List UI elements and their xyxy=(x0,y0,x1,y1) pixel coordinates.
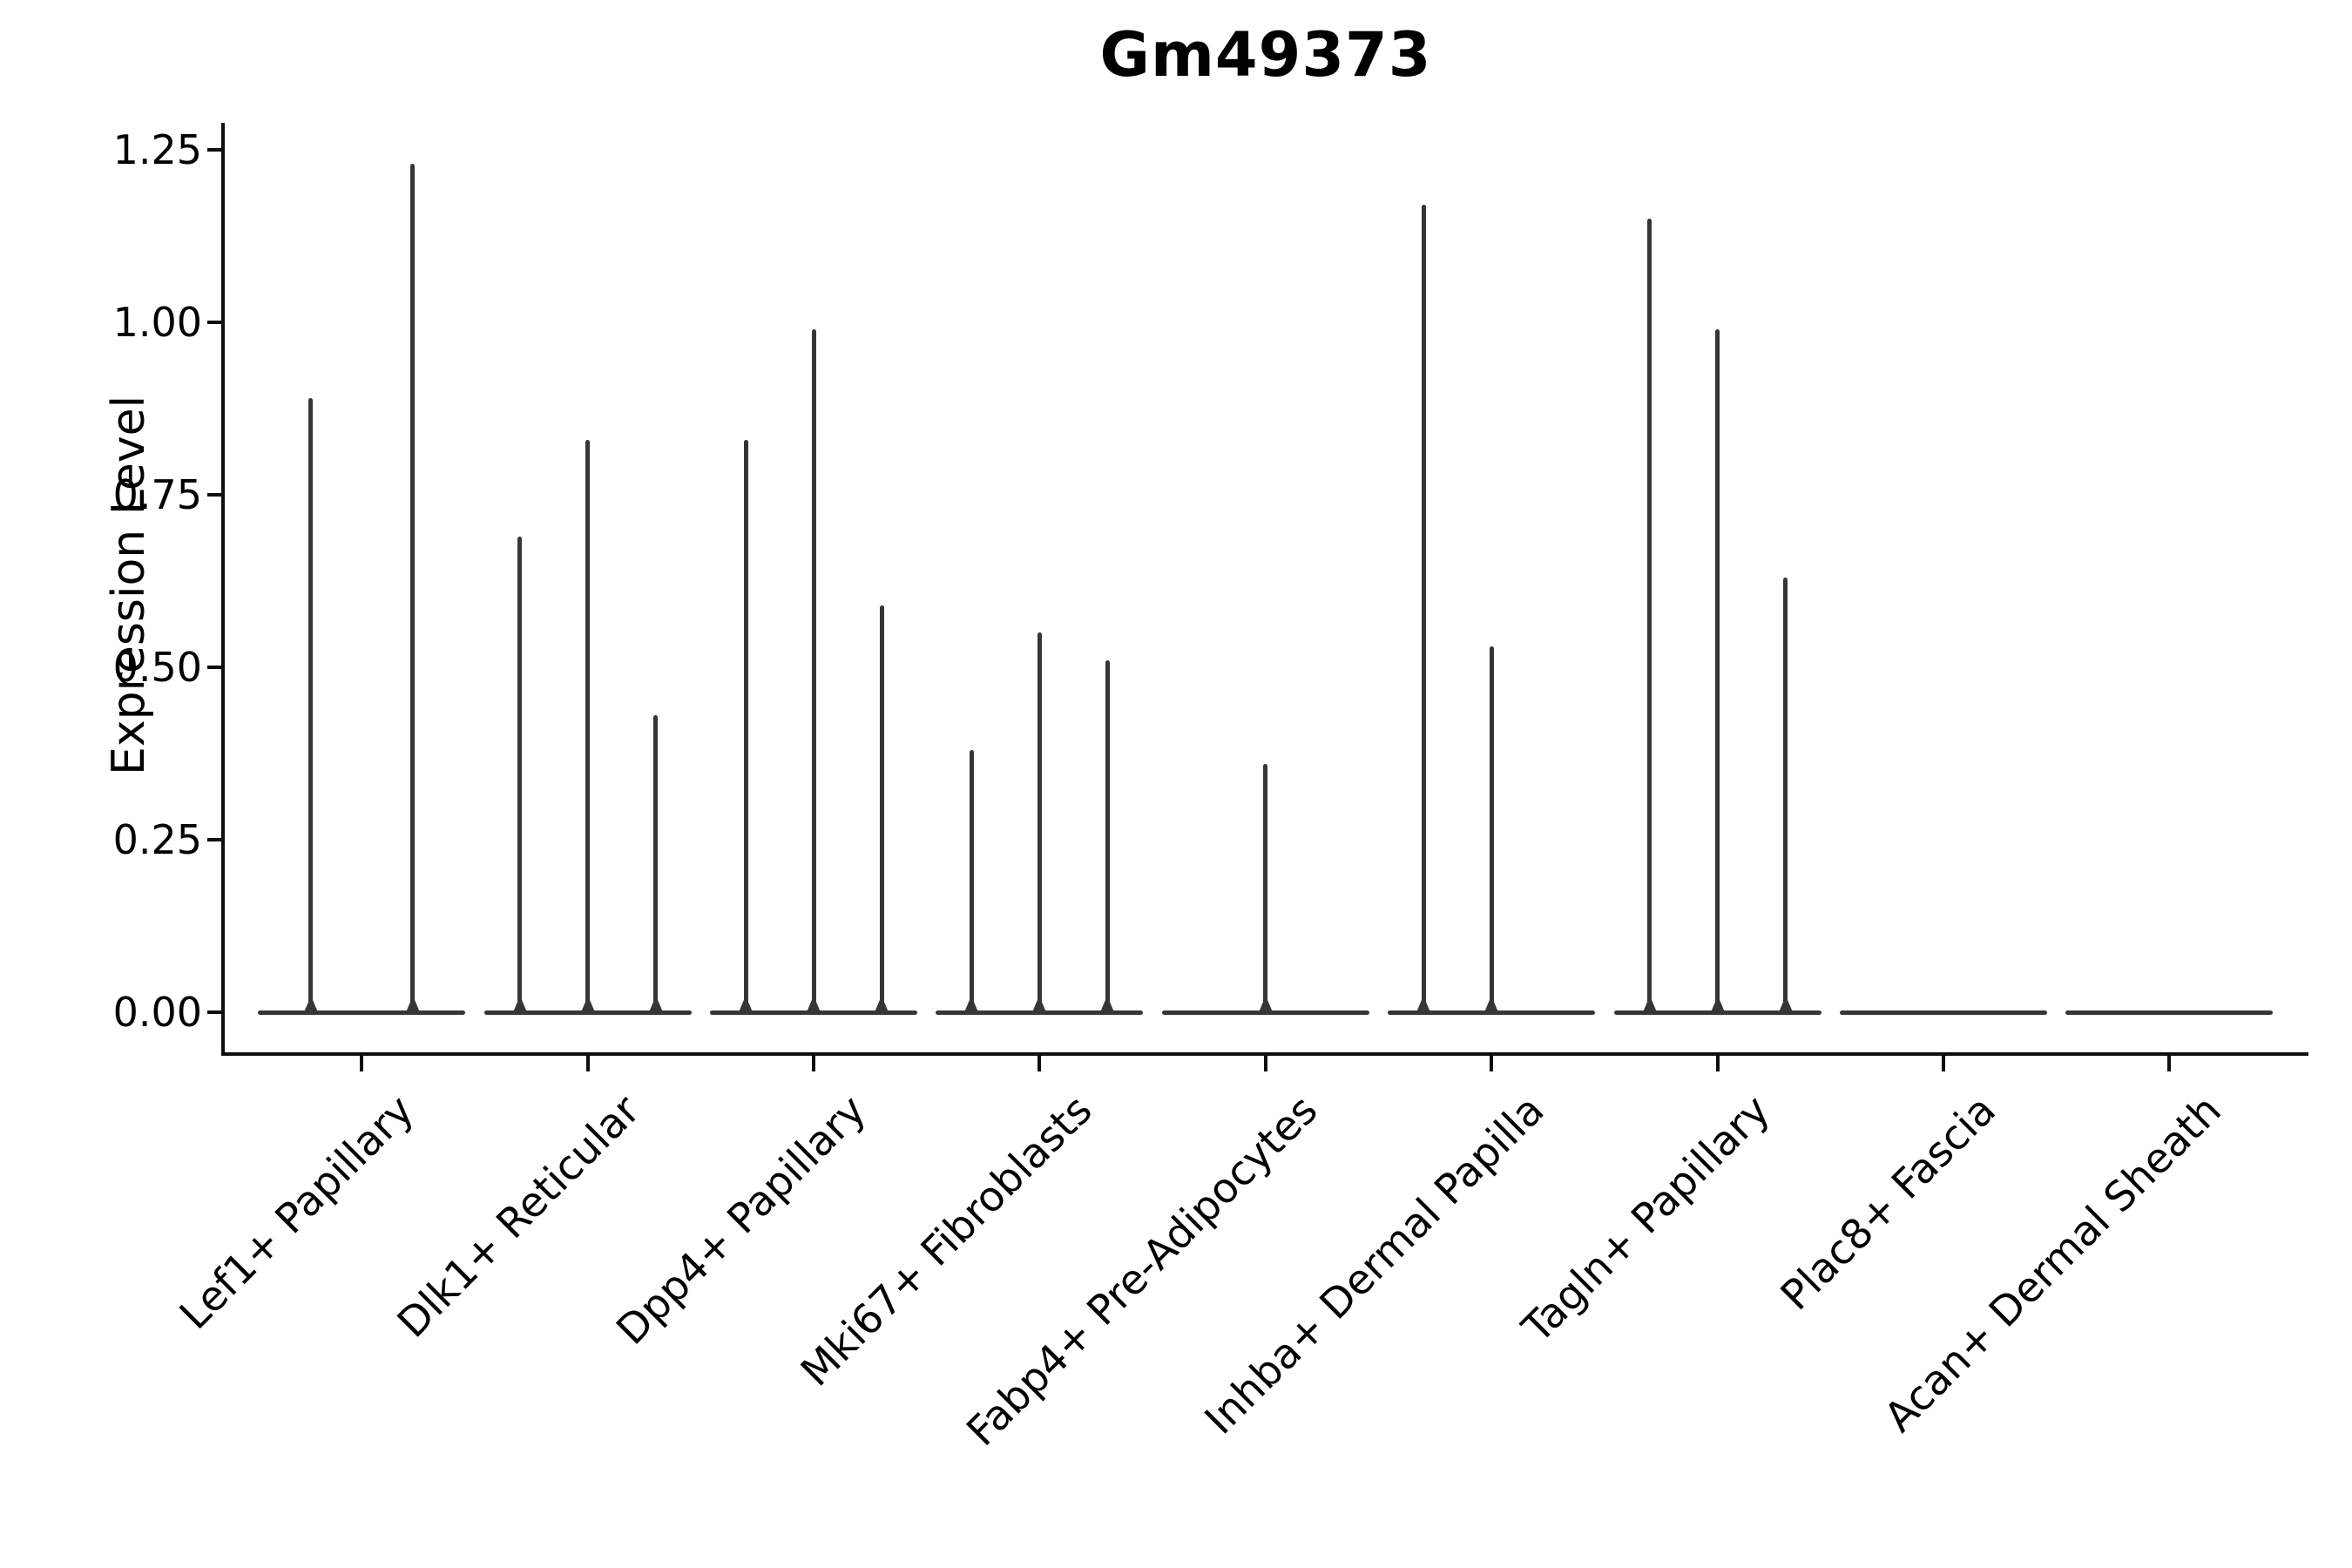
y-tick-label: 0.00 xyxy=(112,989,202,1036)
x-tick-mark xyxy=(1715,1056,1720,1071)
x-tick-label: Tagln+ Papillary xyxy=(1513,1086,1780,1353)
violin-spike xyxy=(811,328,816,1014)
violin-spike xyxy=(653,715,659,1014)
violin-spike xyxy=(410,163,416,1014)
x-tick-label: Plac8+ Fascia xyxy=(1771,1086,2005,1320)
y-tick-mark xyxy=(207,838,222,841)
plot-title: Gm49373 xyxy=(1099,19,1432,91)
x-tick-mark xyxy=(2167,1056,2172,1071)
violin-spike xyxy=(1783,578,1788,1014)
violin-spike xyxy=(1263,763,1268,1014)
violin-spike xyxy=(1421,205,1426,1014)
x-tick-label: Dlk1+ Reticular xyxy=(389,1086,650,1348)
x-tick-mark xyxy=(585,1056,590,1071)
violin-baseline xyxy=(2065,1010,2274,1015)
y-tick-mark xyxy=(207,666,222,669)
y-tick-mark xyxy=(207,493,222,497)
violin-spike xyxy=(1105,660,1110,1014)
violin-baseline xyxy=(258,1010,466,1015)
x-tick-mark xyxy=(360,1056,364,1071)
x-tick-label: Lef1+ Papillary xyxy=(171,1086,424,1339)
violin-spike xyxy=(1037,632,1042,1014)
bottom-axis-spine xyxy=(221,1052,2308,1056)
violin-spike xyxy=(308,398,314,1014)
violin-spike xyxy=(879,605,884,1014)
x-tick-mark xyxy=(1263,1056,1267,1071)
y-tick-mark xyxy=(207,321,222,324)
violin-spike xyxy=(1489,646,1494,1014)
y-tick-label: 1.25 xyxy=(112,126,202,173)
y-axis-label: Expression Level xyxy=(103,395,155,776)
left-axis-spine xyxy=(221,123,225,1056)
y-tick-label: 1.00 xyxy=(112,299,202,346)
x-tick-mark xyxy=(1037,1056,1042,1071)
violin-baseline xyxy=(1839,1010,2047,1015)
y-tick-mark xyxy=(207,1010,222,1014)
x-tick-mark xyxy=(1490,1056,1494,1071)
x-tick-mark xyxy=(812,1056,816,1071)
x-tick-label: Dpp4+ Papillary xyxy=(607,1086,876,1355)
y-tick-label: 0.25 xyxy=(112,816,202,863)
violin-spike xyxy=(969,750,974,1014)
x-tick-mark xyxy=(1941,1056,1945,1071)
violin-spike xyxy=(585,439,591,1014)
violin-spike xyxy=(1647,219,1652,1014)
violin-spike xyxy=(517,536,523,1014)
y-tick-mark xyxy=(207,148,222,152)
y-tick-label: 0.75 xyxy=(112,471,202,518)
violin-spike xyxy=(743,439,748,1014)
y-tick-label: 0.50 xyxy=(112,644,202,691)
violin-spike xyxy=(1715,328,1720,1014)
